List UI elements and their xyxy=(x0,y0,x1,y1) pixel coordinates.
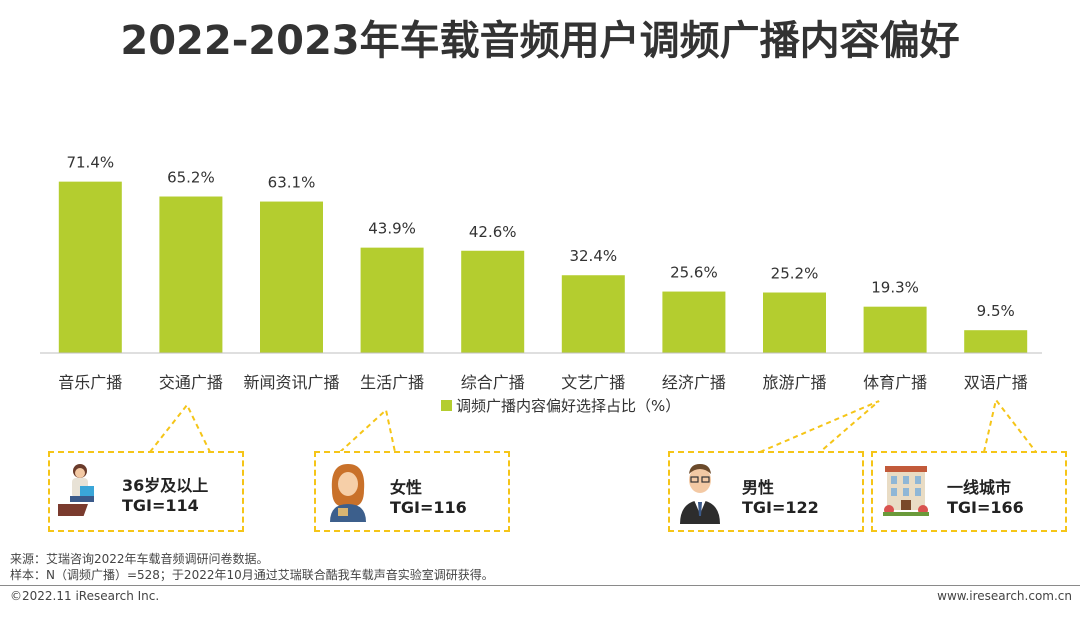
category-label-7: 旅游广播 xyxy=(762,373,826,392)
connector-female xyxy=(339,408,396,453)
connector-age xyxy=(149,403,211,453)
callout-age-label: 36岁及以上 xyxy=(122,476,209,495)
connector-male xyxy=(759,400,880,453)
callout-male-text: 男性 TGI=122 xyxy=(742,478,819,518)
callout-male-tgi: TGI=122 xyxy=(742,498,819,517)
footer-divider xyxy=(0,585,1080,586)
category-label-0: 音乐广播 xyxy=(58,373,122,392)
bar-7 xyxy=(763,292,826,353)
data-label-2: 63.1% xyxy=(268,174,316,192)
category-label-5: 文艺广播 xyxy=(561,373,625,392)
legend-label: 调频广播内容偏好选择占比（%） xyxy=(456,397,681,415)
callout-female-tgi: TGI=116 xyxy=(390,498,467,517)
callout-age-text: 36岁及以上 TGI=114 xyxy=(122,476,208,516)
bar-6 xyxy=(662,291,726,353)
legend: 调频广播内容偏好选择占比（%） xyxy=(441,395,680,416)
data-label-8: 19.3% xyxy=(871,279,919,297)
callout-female-label: 女性 xyxy=(390,478,423,497)
data-label-0: 71.4% xyxy=(66,154,114,172)
category-label-4: 综合广播 xyxy=(461,373,525,392)
data-label-5: 32.4% xyxy=(569,247,617,265)
category-label-2: 新闻资讯广播 xyxy=(243,373,339,392)
callout-city-text: 一线城市 TGI=166 xyxy=(947,478,1024,518)
sample-note: 样本：N（调频广播）=528；于2022年10月通过艾瑞联合酷我车载声音实验室调… xyxy=(10,568,494,582)
category-label-9: 双语广播 xyxy=(964,373,1028,392)
bar-0 xyxy=(58,181,122,353)
callout-age-tgi: TGI=114 xyxy=(122,496,199,515)
data-label-9: 9.5% xyxy=(977,302,1015,320)
category-label-8: 体育广播 xyxy=(863,373,927,392)
connector-city xyxy=(983,397,1037,453)
legend-swatch xyxy=(441,400,452,411)
bar-3 xyxy=(360,247,424,353)
callout-male-label: 男性 xyxy=(742,478,775,497)
data-label-1: 65.2% xyxy=(167,169,215,187)
bar-9 xyxy=(964,330,1028,353)
data-label-4: 42.6% xyxy=(469,223,517,241)
callout-city-tgi: TGI=166 xyxy=(947,498,1024,517)
data-label-6: 25.6% xyxy=(670,264,718,282)
chart-title: 2022-2023年车载音频用户调频广播内容偏好 xyxy=(120,18,960,64)
callout-female-text: 女性 TGI=116 xyxy=(390,478,467,518)
source-note: 来源：艾瑞咨询2022年车载音频调研问卷数据。 xyxy=(10,552,269,566)
reading-person-icon xyxy=(58,464,94,516)
building-icon xyxy=(883,466,929,516)
copyright: ©2022.11 iResearch Inc. xyxy=(10,589,160,603)
category-label-6: 经济广播 xyxy=(662,373,726,392)
businessman-avatar-icon xyxy=(680,464,720,524)
bar-4 xyxy=(461,250,525,353)
woman-avatar-icon xyxy=(330,464,366,522)
category-label-3: 生活广播 xyxy=(360,373,424,392)
bar-1 xyxy=(159,196,223,353)
data-label-7: 25.2% xyxy=(771,265,819,283)
bar-5 xyxy=(561,275,625,353)
data-label-3: 43.9% xyxy=(368,220,416,238)
bar-2 xyxy=(260,201,323,353)
callout-city-label: 一线城市 xyxy=(947,478,1012,497)
bar-8 xyxy=(863,306,927,353)
category-label-1: 交通广播 xyxy=(159,373,223,392)
website-link[interactable]: www.iresearch.com.cn xyxy=(937,589,1072,603)
